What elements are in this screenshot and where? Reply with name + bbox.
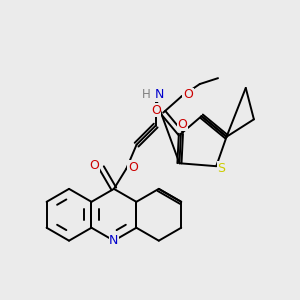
Text: O: O	[89, 159, 99, 172]
Text: N: N	[109, 234, 119, 247]
Text: O: O	[151, 104, 161, 117]
Text: H: H	[142, 88, 151, 101]
Text: O: O	[128, 161, 138, 174]
Text: S: S	[218, 162, 226, 175]
Text: O: O	[177, 118, 187, 130]
Text: N: N	[154, 88, 164, 101]
Text: O: O	[183, 88, 193, 101]
